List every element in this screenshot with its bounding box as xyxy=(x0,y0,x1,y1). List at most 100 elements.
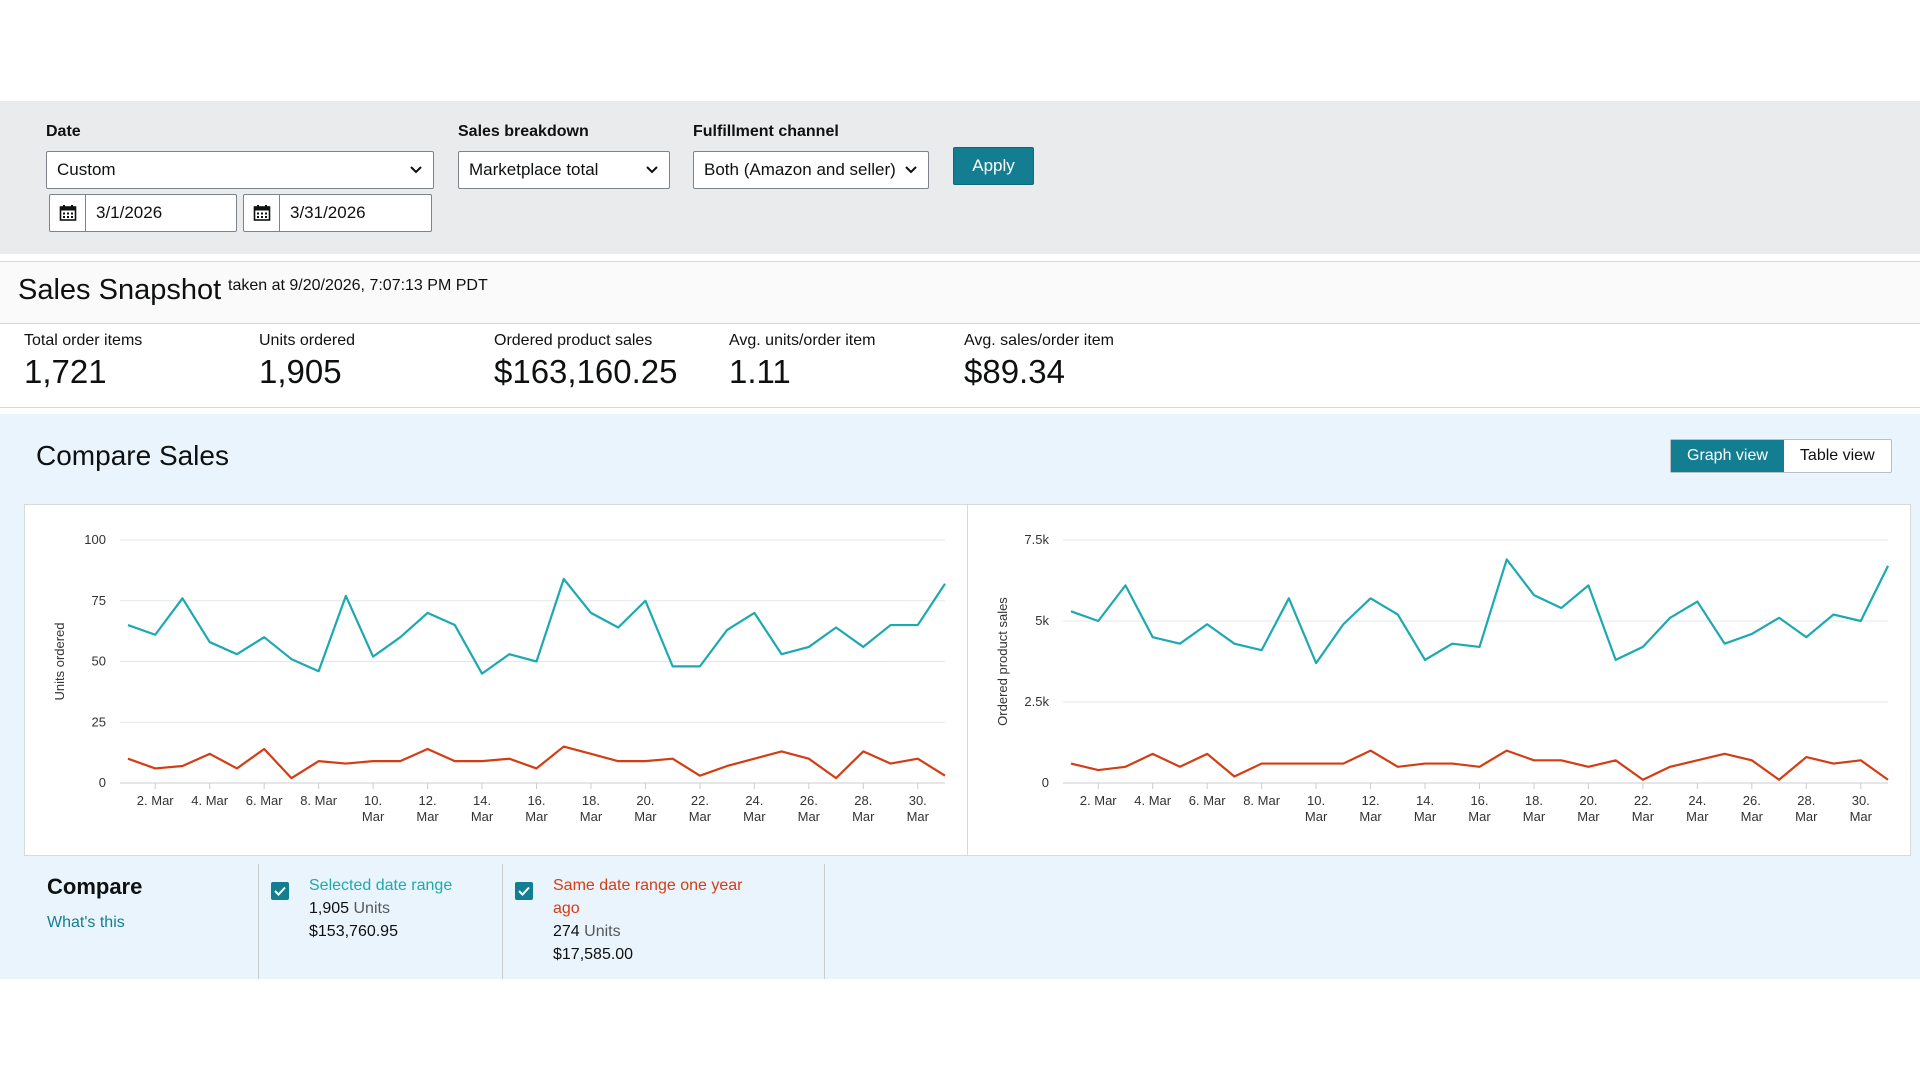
metric-avg-units-order-item: Avg. units/order item 1.11 xyxy=(729,332,875,391)
metric-avg-sales-order-item: Avg. sales/order item $89.34 xyxy=(964,332,1114,391)
series-line-selected xyxy=(127,577,946,675)
end-date-value: 3/31/2026 xyxy=(290,203,366,222)
x-tick-label: 16. Mar xyxy=(1468,793,1491,824)
snapshot-metrics: Total order items 1,721 Units ordered 1,… xyxy=(0,324,1920,408)
x-tick-label: 28. Mar xyxy=(1795,793,1818,824)
metric-value: $89.34 xyxy=(964,353,1065,390)
calendar-icon[interactable] xyxy=(50,195,86,231)
x-tick-label: 10. Mar xyxy=(1305,793,1328,824)
x-tick-label: 30. Mar xyxy=(907,793,930,824)
date-range-select[interactable]: Custom xyxy=(46,151,434,189)
last-year-units-word: Units xyxy=(584,923,621,940)
check-icon xyxy=(274,886,286,896)
metric-label: Total order items xyxy=(24,332,143,349)
units-ordered-chart-svg: 0 25 50 75 100 Units ordered 2. Mar 4. Mar 6. Ma… xyxy=(52,532,946,824)
start-date-field[interactable]: 3/1/2026 xyxy=(49,194,237,232)
fulfillment-channel-label: Fulfillment channel xyxy=(693,123,839,140)
units-ordered-chart: 0 25 50 75 100 Units ordered 2. Mar 4. Mar 6. Ma… xyxy=(24,504,968,856)
x-tick-label: 18. Mar xyxy=(1523,793,1546,824)
metric-value: $163,160.25 xyxy=(494,353,678,390)
x-tick-label: 8. Mar xyxy=(300,793,338,808)
check-icon xyxy=(518,886,530,896)
metric-total-order-items: Total order items 1,721 xyxy=(24,332,142,391)
metric-value: 1.11 xyxy=(729,353,791,390)
date-range-value: Custom xyxy=(57,160,116,179)
x-tick-label: 30. Mar xyxy=(1850,793,1873,824)
x-tick-label: 6. Mar xyxy=(246,793,284,808)
filter-bar: Date Custom 3/1/2026 3/31/2026 Sales bre… xyxy=(0,101,1920,254)
ordered-product-sales-chart: 0 2.5k 5k 7.5k Ordered product sales 2. Mar 4.… xyxy=(967,504,1911,856)
y-tick-label: 7.5k xyxy=(1024,532,1049,547)
y-tick-label: 100 xyxy=(84,532,106,547)
graph-view-button[interactable]: Graph view xyxy=(1671,440,1784,472)
compare-label: Compare xyxy=(47,874,143,899)
sales-breakdown-select[interactable]: Marketplace total xyxy=(458,151,670,189)
y-tick-label: 0 xyxy=(1042,775,1049,790)
x-tick-label: 22. Mar xyxy=(1632,793,1655,824)
last-year-title-line2: ago xyxy=(553,900,580,917)
last-year-units-value: 274 xyxy=(553,923,580,940)
y-axis-label: Ordered product sales xyxy=(995,597,1010,726)
series-line-last-year xyxy=(1070,749,1889,781)
metric-units-ordered: Units ordered 1,905 xyxy=(259,332,355,391)
last-year-checkbox[interactable] xyxy=(515,882,533,900)
table-view-button[interactable]: Table view xyxy=(1799,447,1875,464)
calendar-icon[interactable] xyxy=(244,195,280,231)
metric-ordered-product-sales: Ordered product sales $163,160.25 xyxy=(494,332,678,391)
series-line-last-year xyxy=(127,745,946,780)
metric-value: 1,721 xyxy=(24,353,107,390)
x-tick-label: 12. Mar xyxy=(1359,793,1382,824)
selected-units-word: Units xyxy=(353,900,390,917)
metric-label: Avg. sales/order item xyxy=(964,332,1114,349)
whats-this-link[interactable]: What's this xyxy=(47,914,125,931)
metric-label: Avg. units/order item xyxy=(729,332,876,349)
series-line-selected xyxy=(1070,558,1889,665)
last-year-sales: $17,585.00 xyxy=(553,946,634,963)
ordered-product-sales-chart-svg: 0 2.5k 5k 7.5k Ordered product sales 2. Mar 4.… xyxy=(995,532,1889,824)
x-tick-label: 2. Mar xyxy=(1080,793,1118,808)
view-toggle: Graph view Table view xyxy=(1670,439,1892,473)
chevron-down-icon xyxy=(905,166,917,174)
x-tick-label: 18. Mar xyxy=(580,793,603,824)
selected-date-range-checkbox[interactable] xyxy=(271,882,289,900)
fulfillment-channel-value: Both (Amazon and seller) xyxy=(704,160,896,179)
y-tick-label: 2.5k xyxy=(1024,694,1049,709)
fulfillment-channel-select[interactable]: Both (Amazon and seller) xyxy=(693,151,929,189)
x-tick-label: 26. Mar xyxy=(1741,793,1764,824)
x-tick-label: 4. Mar xyxy=(191,793,229,808)
y-axis-label: Units ordered xyxy=(52,622,67,700)
sales-breakdown-label: Sales breakdown xyxy=(458,123,589,140)
end-date-field[interactable]: 3/31/2026 xyxy=(243,194,432,232)
y-tick-label: 75 xyxy=(92,593,106,608)
x-tick-label: 8. Mar xyxy=(1243,793,1281,808)
x-tick-label: 16. Mar xyxy=(525,793,548,824)
x-tick-label: 20. Mar xyxy=(634,793,657,824)
chevron-down-icon xyxy=(410,166,422,174)
date-label: Date xyxy=(46,123,81,140)
y-tick-label: 50 xyxy=(92,654,106,669)
metric-label: Ordered product sales xyxy=(494,332,653,349)
metric-label: Units ordered xyxy=(259,332,356,349)
divider xyxy=(258,864,259,979)
divider xyxy=(502,864,503,979)
snapshot-timestamp: taken at 9/20/2026, 7:07:13 PM PDT xyxy=(228,277,488,294)
compare-sales-section: Compare Sales Graph view Table view 0 25 5… xyxy=(0,414,1920,979)
apply-button[interactable]: Apply xyxy=(953,147,1034,185)
start-date-value: 3/1/2026 xyxy=(96,203,163,222)
x-tick-label: 2. Mar xyxy=(137,793,175,808)
x-tick-label: 12. Mar xyxy=(416,793,439,824)
selected-date-range-title: Selected date range xyxy=(309,877,453,894)
selected-units-value: 1,905 xyxy=(309,900,350,917)
compare-sales-title: Compare Sales xyxy=(36,440,229,471)
x-tick-label: 10. Mar xyxy=(362,793,385,824)
x-tick-label: 20. Mar xyxy=(1577,793,1600,824)
sales-snapshot-header: Sales Snapshot taken at 9/20/2026, 7:07:… xyxy=(0,261,1920,324)
x-tick-label: 28. Mar xyxy=(852,793,875,824)
compare-legend: Compare What's this Selected date range … xyxy=(0,864,1920,979)
x-tick-label: 4. Mar xyxy=(1134,793,1172,808)
x-tick-label: 24. Mar xyxy=(743,793,766,824)
metric-value: 1,905 xyxy=(259,353,342,390)
x-tick-label: 24. Mar xyxy=(1686,793,1709,824)
y-tick-label: 5k xyxy=(1035,613,1049,628)
x-tick-label: 22. Mar xyxy=(689,793,712,824)
